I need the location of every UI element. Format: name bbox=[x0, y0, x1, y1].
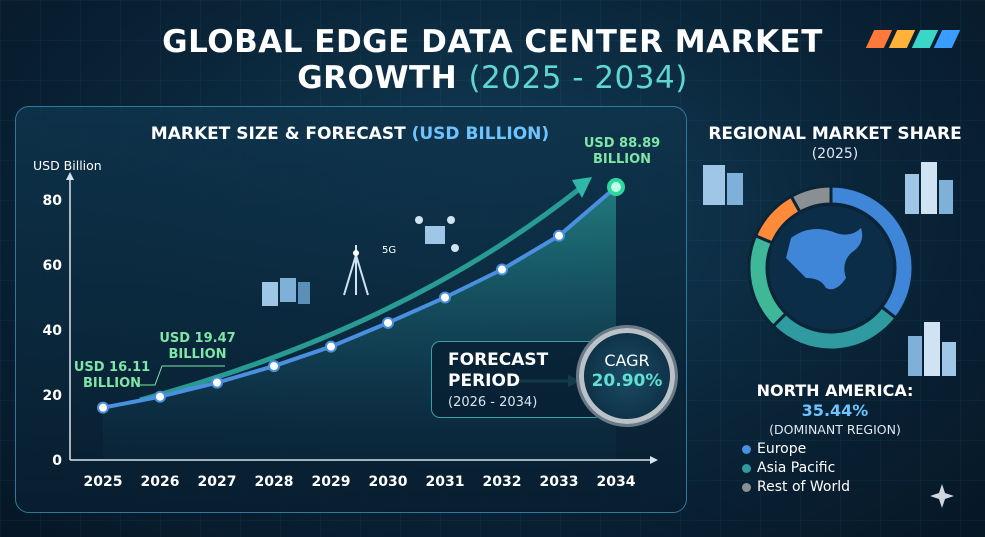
data-point-2028 bbox=[268, 360, 280, 373]
network-node-icon bbox=[415, 216, 459, 252]
dominant-region-share: 35.44% bbox=[801, 401, 869, 420]
chart-title: MARKET SIZE & FORECAST (USD BILLION) bbox=[15, 124, 685, 144]
data-label-2025: USD 16.11 BILLION bbox=[72, 360, 152, 392]
x-tick-label-2030: 2030 bbox=[369, 474, 408, 490]
data-point-2027 bbox=[211, 376, 223, 389]
svg-text:5G: 5G bbox=[382, 245, 396, 256]
data-label-2034: USD 88.89 BILLION bbox=[577, 136, 667, 168]
dominant-region-name: NORTH AMERICA: bbox=[756, 381, 914, 400]
donut-slice-rest-of-world bbox=[789, 184, 833, 215]
cagr-label: CAGR bbox=[604, 351, 650, 370]
x-tick-label-2031: 2031 bbox=[426, 474, 465, 490]
data-label-2034-unit: BILLION bbox=[592, 152, 652, 167]
legend-label-rest-of-world: Rest of World bbox=[757, 479, 851, 495]
cell-tower-icon bbox=[343, 245, 369, 296]
legend-item-asia-pacific: Asia Pacific bbox=[742, 459, 850, 478]
forecast-line2: PERIOD bbox=[448, 371, 521, 391]
x-tick-label-2029: 2029 bbox=[312, 474, 351, 490]
chart-title-accent: (USD BILLION) bbox=[411, 124, 550, 144]
north-america-map-icon bbox=[786, 228, 863, 290]
page-title-line1: GLOBAL EDGE DATA CENTER MARKET bbox=[162, 24, 823, 60]
x-tick-label-2034: 2034 bbox=[597, 474, 636, 490]
x-tick-label-2026: 2026 bbox=[141, 474, 180, 490]
y-tick-label-20: 20 bbox=[43, 388, 63, 404]
data-point-2030 bbox=[382, 316, 394, 329]
legend-label-europe: Europe bbox=[757, 441, 807, 457]
data-point-2026 bbox=[154, 390, 166, 403]
forecast-line1: FORECAST bbox=[448, 350, 549, 370]
cagr-value: 20.90% bbox=[591, 371, 663, 391]
data-point-2031 bbox=[439, 291, 451, 304]
city-buildings-icon-2 bbox=[908, 322, 956, 376]
forecast-period: (2026 - 2034) bbox=[448, 395, 538, 410]
page-title-growth: GROWTH bbox=[297, 60, 458, 96]
cagr-badge bbox=[579, 328, 675, 424]
y-tick-label-40: 40 bbox=[43, 323, 63, 339]
y-tick-label-80: 80 bbox=[43, 193, 63, 209]
page-title-line2: GROWTH (2025 - 2034) bbox=[0, 60, 985, 96]
data-label-2025-unit: BILLION bbox=[82, 376, 142, 391]
legend-dot-rest-of-world bbox=[742, 483, 751, 492]
data-label-2026: USD 19.47 BILLION bbox=[155, 331, 240, 363]
city-buildings-icon bbox=[905, 162, 953, 214]
dominant-region-note: (DOMINANT REGION) bbox=[769, 422, 901, 437]
data-label-2025-value: USD 16.11 bbox=[73, 360, 151, 375]
legend-item-rest-of-world: Rest of World bbox=[742, 478, 850, 497]
data-point-2025 bbox=[97, 401, 109, 414]
data-label-2026-unit: BILLION bbox=[168, 347, 227, 362]
data-label-2026-value: USD 19.47 bbox=[159, 331, 236, 346]
chart-title-main: MARKET SIZE & FORECAST bbox=[150, 124, 406, 144]
legend-dot-asia-pacific bbox=[742, 464, 751, 473]
donut-legend: Europe Asia Pacific Rest of World bbox=[742, 440, 850, 497]
data-point-2033 bbox=[553, 229, 565, 242]
data-center-icon bbox=[703, 165, 743, 205]
y-tick-label-60: 60 bbox=[43, 258, 63, 274]
data-label-2034-value: USD 88.89 bbox=[583, 136, 661, 151]
x-tick-label-2025: 2025 bbox=[84, 474, 123, 490]
data-point-2032 bbox=[496, 263, 508, 276]
trend-arrow-head bbox=[572, 177, 592, 198]
legend-label-asia-pacific: Asia Pacific bbox=[757, 460, 836, 476]
donut-title: REGIONAL MARKET SHARE bbox=[708, 124, 962, 144]
data-point-2029 bbox=[325, 340, 337, 353]
x-tick-label-2033: 2033 bbox=[540, 474, 579, 490]
trend-arrow bbox=[139, 188, 580, 403]
sparkle-icon bbox=[930, 484, 954, 508]
y-tick-label-0: 0 bbox=[52, 453, 62, 469]
x-axis-arrow bbox=[650, 456, 658, 464]
y-axis-label: USD Billion bbox=[33, 158, 102, 173]
donut-subtitle: (2025) bbox=[811, 146, 859, 162]
server-rack-icon bbox=[262, 278, 310, 306]
5g-label: 5G bbox=[382, 245, 396, 256]
legend-item-europe: Europe bbox=[742, 440, 850, 459]
legend-dot-europe bbox=[742, 445, 751, 454]
x-tick-label-2027: 2027 bbox=[198, 474, 237, 490]
page-title-years: (2025 - 2034) bbox=[468, 60, 688, 96]
x-tick-label-2032: 2032 bbox=[483, 474, 522, 490]
label-leader-2026 bbox=[140, 365, 225, 386]
y-axis-arrow bbox=[66, 172, 74, 180]
data-point-2034 bbox=[607, 178, 625, 196]
x-tick-label-2028: 2028 bbox=[255, 474, 294, 490]
series-line bbox=[102, 185, 618, 410]
